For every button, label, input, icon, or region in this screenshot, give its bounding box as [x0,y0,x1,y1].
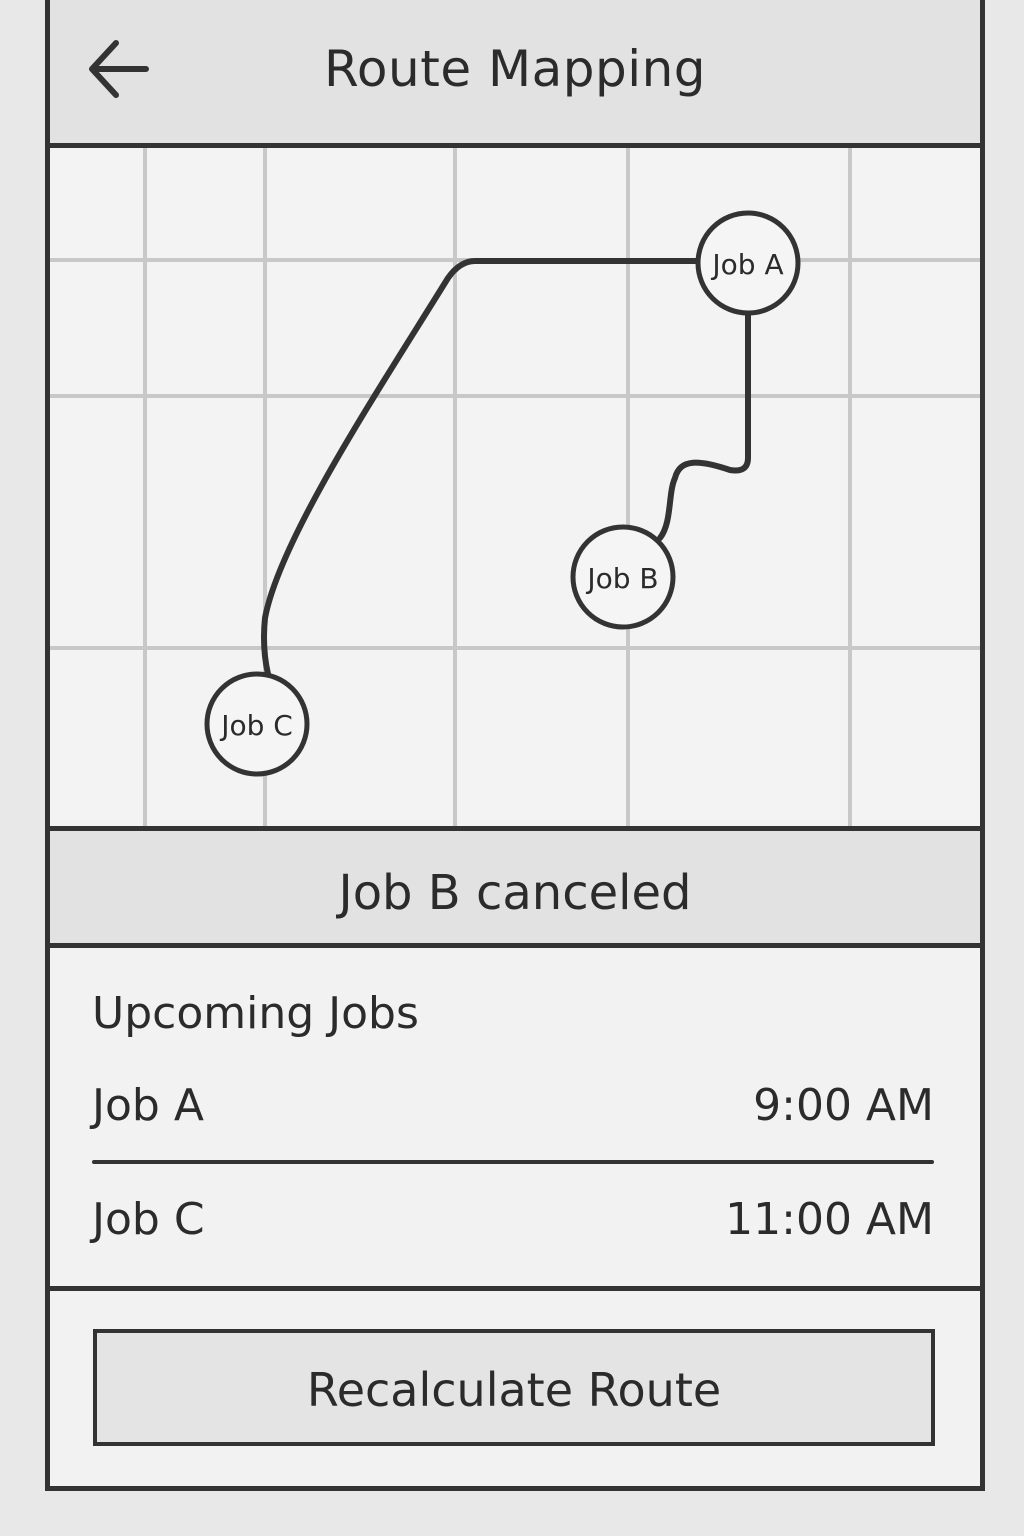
page-title: Route Mapping [323,40,707,98]
upcoming-jobs-panel: Upcoming Jobs Job A 9:00 AM Job C 11:00 … [50,948,980,1291]
job-time: 9:00 AM [753,1080,934,1131]
map-grid [50,148,980,826]
map-node-job-c[interactable]: Job C [204,671,310,777]
job-name: Job A [92,1080,204,1131]
map-node-label: Job B [585,562,658,595]
arrow-left-icon [89,40,149,98]
status-banner: Job B canceled [50,826,980,948]
job-time: 11:00 AM [725,1194,934,1245]
job-list-item-a[interactable]: Job A 9:00 AM [92,1080,934,1140]
job-name: Job C [92,1194,205,1245]
map-node-job-b[interactable]: Job B [570,524,676,630]
back-button[interactable] [80,30,160,110]
phone-frame: Route Mapping Job A [45,0,985,1491]
status-message: Job B canceled [338,865,692,921]
app-header: Route Mapping [50,0,980,148]
footer: Recalculate Route [50,1291,980,1486]
job-list-item-c[interactable]: Job C 11:00 AM [92,1194,934,1254]
divider [92,1160,934,1164]
route-map[interactable]: Job A Job B Job C [50,148,980,826]
section-title: Upcoming Jobs [92,988,419,1039]
button-label: Recalculate Route [306,1363,722,1417]
map-canvas: Job A Job B Job C [50,148,980,826]
map-node-label: Job C [219,709,293,742]
recalculate-route-button[interactable]: Recalculate Route [93,1329,935,1446]
map-node-job-a[interactable]: Job A [695,210,801,316]
route-path [261,258,751,677]
map-node-label: Job A [710,248,783,281]
